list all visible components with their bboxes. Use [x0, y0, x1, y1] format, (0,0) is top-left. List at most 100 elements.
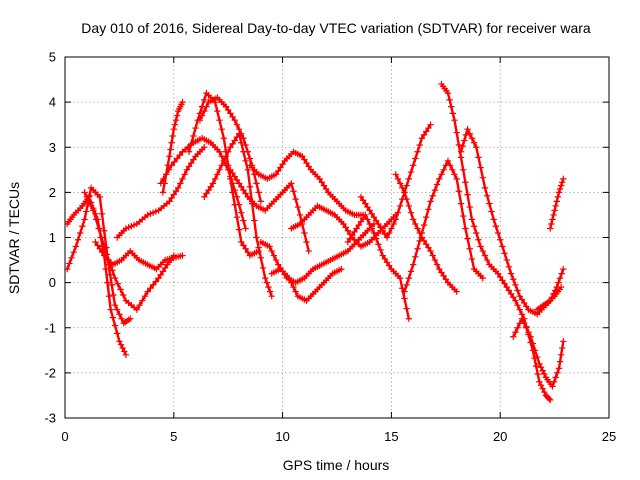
data-point — [253, 234, 260, 241]
data-point-interp — [225, 106, 232, 114]
data-point-interp — [470, 139, 478, 146]
series-group — [65, 80, 567, 404]
data-point-interp — [539, 367, 546, 374]
data-point-interp — [66, 260, 73, 267]
data-point — [460, 166, 467, 174]
data-point-interp — [114, 280, 121, 287]
data-point-interp — [168, 194, 175, 202]
data-point — [266, 243, 273, 250]
data-point — [560, 175, 567, 183]
data-point-interp — [551, 287, 559, 294]
data-point-interp — [188, 140, 195, 148]
data-point-interp — [117, 341, 125, 348]
data-point-interp — [429, 252, 436, 259]
data-point-interp — [466, 203, 473, 211]
data-point — [222, 103, 230, 110]
data-point-interp — [227, 175, 234, 183]
data-point-interp — [96, 245, 104, 252]
data-point-interp — [214, 171, 221, 178]
data-point-interp — [557, 182, 565, 189]
data-point-interp — [233, 176, 241, 184]
data-point — [116, 338, 123, 345]
data-point-interp — [114, 330, 121, 337]
data-point — [405, 315, 413, 322]
data-point-interp — [510, 276, 517, 283]
data-point-interp — [479, 247, 486, 255]
data-point-interp — [346, 235, 354, 242]
data-point — [370, 229, 378, 237]
data-point — [111, 274, 119, 282]
data-point-interp — [231, 137, 238, 144]
data-point-interp — [231, 201, 238, 208]
data-point-interp — [559, 179, 566, 186]
data-point-interp — [177, 180, 184, 187]
data-point — [427, 198, 434, 205]
data-point — [444, 157, 452, 164]
series-arc-12 — [246, 148, 367, 219]
data-point-interp — [229, 113, 236, 120]
data-point — [233, 193, 241, 201]
data-point-interp — [403, 195, 410, 203]
data-point — [166, 153, 173, 160]
data-point-interp — [433, 181, 441, 188]
data-point-interp — [548, 294, 556, 301]
data-point — [133, 306, 141, 313]
data-point — [547, 396, 554, 404]
data-point-interp — [192, 124, 199, 132]
data-point-interp — [550, 211, 557, 219]
data-point — [409, 216, 417, 223]
data-point-interp — [185, 163, 193, 170]
data-point-interp — [98, 248, 106, 256]
data-point-interp — [225, 162, 232, 169]
data-point-interp — [171, 158, 178, 166]
data-point-interp — [516, 306, 523, 313]
data-point-interp — [533, 353, 541, 361]
data-point-interp — [288, 279, 295, 286]
data-point — [401, 288, 408, 295]
data-point — [392, 171, 399, 178]
data-point-interp — [68, 254, 75, 262]
data-point — [242, 225, 249, 232]
data-point — [170, 126, 177, 133]
data-point — [216, 148, 223, 155]
series-arc-18 — [392, 171, 460, 295]
chart-title: Day 010 of 2016, Sidereal Day-to-day VTE… — [81, 20, 591, 36]
data-point-interp — [483, 192, 491, 199]
data-point-interp — [507, 290, 515, 298]
data-point-interp — [558, 270, 565, 277]
data-point-interp — [95, 225, 102, 232]
data-point — [560, 338, 567, 345]
data-point-interp — [455, 141, 463, 149]
data-point — [453, 175, 460, 183]
data-point-interp — [161, 264, 169, 272]
x-tick-label: 25 — [602, 429, 616, 444]
data-point — [159, 189, 167, 196]
series-arc-10 — [185, 89, 262, 259]
data-point-interp — [429, 192, 436, 199]
data-point-interp — [497, 236, 504, 243]
data-point-interp — [167, 146, 174, 153]
data-point — [275, 261, 282, 268]
data-point-interp — [440, 272, 447, 280]
data-point-interp — [303, 159, 310, 167]
data-point — [305, 247, 312, 255]
data-point-interp — [98, 210, 106, 218]
series-arc-16 — [344, 211, 413, 322]
data-point — [490, 216, 497, 223]
data-point-interp — [466, 245, 473, 252]
data-point — [527, 333, 534, 340]
data-point — [555, 189, 563, 196]
data-point-interp — [457, 154, 465, 161]
data-point-interp — [190, 156, 197, 163]
data-point-interp — [349, 232, 356, 239]
data-point — [473, 144, 480, 151]
data-point — [503, 283, 510, 291]
data-point — [185, 148, 193, 155]
data-point-interp — [377, 246, 384, 254]
data-point-interp — [242, 157, 249, 164]
series-arc-7 — [157, 135, 249, 232]
data-point-interp — [139, 297, 146, 304]
data-point-interp — [120, 291, 127, 299]
data-point-interp — [119, 344, 126, 352]
data-point-interp — [147, 285, 154, 292]
